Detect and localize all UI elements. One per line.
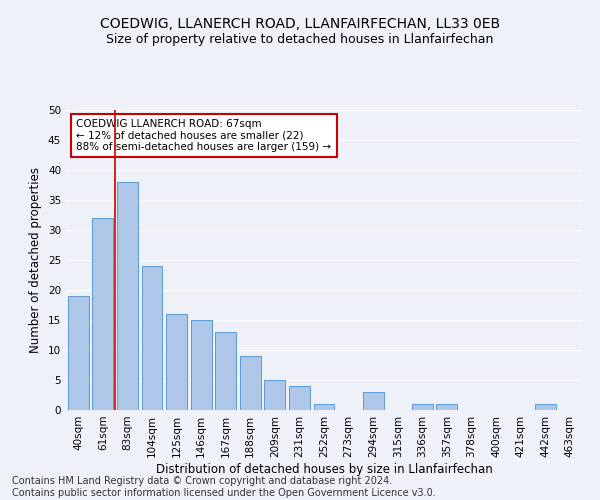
Bar bbox=[362, 392, 383, 410]
Text: COEDWIG LLANERCH ROAD: 67sqm
← 12% of detached houses are smaller (22)
88% of se: COEDWIG LLANERCH ROAD: 67sqm ← 12% of de… bbox=[76, 119, 331, 152]
Bar bbox=[314, 404, 334, 410]
Bar bbox=[436, 404, 457, 410]
Bar bbox=[117, 182, 138, 410]
Bar bbox=[289, 386, 310, 410]
Bar bbox=[535, 404, 556, 410]
Bar bbox=[166, 314, 187, 410]
Bar bbox=[412, 404, 433, 410]
Bar bbox=[215, 332, 236, 410]
Bar bbox=[191, 320, 212, 410]
X-axis label: Distribution of detached houses by size in Llanfairfechan: Distribution of detached houses by size … bbox=[155, 462, 493, 475]
Bar bbox=[240, 356, 261, 410]
Y-axis label: Number of detached properties: Number of detached properties bbox=[29, 167, 43, 353]
Text: Size of property relative to detached houses in Llanfairfechan: Size of property relative to detached ho… bbox=[106, 32, 494, 46]
Text: COEDWIG, LLANERCH ROAD, LLANFAIRFECHAN, LL33 0EB: COEDWIG, LLANERCH ROAD, LLANFAIRFECHAN, … bbox=[100, 18, 500, 32]
Bar bbox=[142, 266, 163, 410]
Text: Contains HM Land Registry data © Crown copyright and database right 2024.
Contai: Contains HM Land Registry data © Crown c… bbox=[12, 476, 436, 498]
Bar bbox=[68, 296, 89, 410]
Bar bbox=[265, 380, 286, 410]
Bar bbox=[92, 218, 113, 410]
